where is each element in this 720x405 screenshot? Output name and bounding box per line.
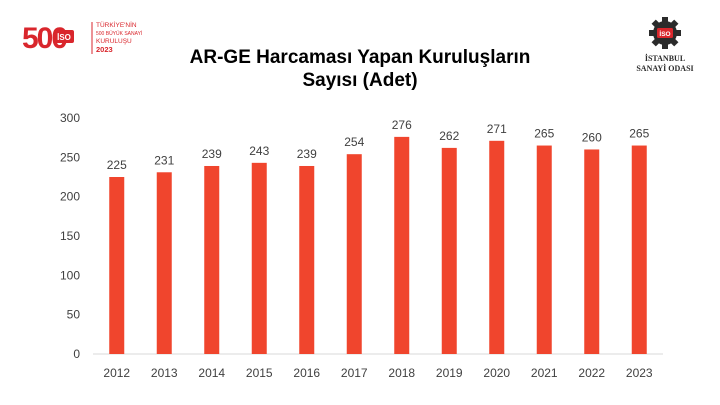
x-tick-label-2017: 2017 bbox=[341, 366, 368, 380]
x-tick-label-2013: 2013 bbox=[151, 366, 178, 380]
chart-title-line-1: AR-GE Harcaması Yapan Kuruluşların bbox=[189, 47, 531, 68]
x-axis-ticks: 2012 2013 2014 2015 2016 2017 2018 2019 2020 2021… bbox=[103, 366, 653, 380]
y-tick-label: 300 bbox=[60, 111, 80, 125]
x-tick-label-2015: 2015 bbox=[246, 366, 273, 380]
y-axis-ticks: 0 50 100 150 200 250 300 bbox=[60, 111, 80, 361]
y-tick-label: 200 bbox=[60, 190, 80, 204]
logo-500-year: 2023 bbox=[96, 45, 113, 54]
logo-iso-line-2: SANAYİ ODASI bbox=[636, 63, 693, 73]
y-tick-label: 100 bbox=[60, 268, 80, 282]
y-tick-label: 150 bbox=[60, 229, 80, 243]
bar-2012 bbox=[109, 177, 125, 354]
bar-2013 bbox=[156, 172, 172, 354]
bar-2014 bbox=[204, 165, 220, 354]
logo-500-line-3: KURULUŞU bbox=[96, 38, 132, 45]
bar-2022 bbox=[584, 149, 600, 354]
chart-title: AR-GE Harcaması Yapan Kuruluşların Sayıs… bbox=[130, 46, 590, 92]
brand-logo-500: 500 İSO TÜRKİYE'NİN 500 BÜYÜK SANAYİ KUR… bbox=[22, 18, 147, 58]
y-tick-label: 0 bbox=[73, 347, 80, 361]
bar-2015 bbox=[251, 162, 267, 354]
data-label-2020: 271 bbox=[487, 122, 507, 136]
x-tick-label-2021: 2021 bbox=[531, 366, 558, 380]
data-label-2016: 239 bbox=[297, 147, 317, 161]
x-tick-label-2023: 2023 bbox=[626, 366, 653, 380]
data-label-2013: 231 bbox=[154, 153, 174, 167]
chart-title-line-2: Sayısı (Adet) bbox=[302, 70, 418, 91]
x-tick-label-2018: 2018 bbox=[388, 366, 415, 380]
data-label-2018: 276 bbox=[392, 118, 412, 132]
data-label-2019: 262 bbox=[439, 129, 459, 143]
bar-2017 bbox=[346, 154, 362, 354]
logo-500-line-2: 500 BÜYÜK SANAYİ bbox=[96, 30, 142, 37]
data-label-2014: 239 bbox=[202, 147, 222, 161]
logo-500-line-1: TÜRKİYE'NİN bbox=[96, 20, 137, 29]
data-label-2022: 260 bbox=[582, 130, 602, 144]
bar-2020 bbox=[489, 140, 505, 354]
brand-logo-iso: İSO İSTANBUL SANAYİ ODASI bbox=[626, 14, 704, 76]
x-tick-label-2020: 2020 bbox=[483, 366, 510, 380]
logo-500-badge: İSO bbox=[57, 33, 71, 42]
data-labels: 225 231 239 243 239 254 276 262 271 265 260 265 bbox=[107, 118, 650, 172]
x-tick-label-2014: 2014 bbox=[198, 366, 225, 380]
data-label-2012: 225 bbox=[107, 158, 127, 172]
y-tick-label: 50 bbox=[67, 308, 81, 322]
data-label-2021: 265 bbox=[534, 127, 554, 141]
data-label-2015: 243 bbox=[249, 144, 269, 158]
bar-2023 bbox=[631, 145, 647, 354]
data-label-2023: 265 bbox=[629, 127, 649, 141]
logo-500-badge-box bbox=[54, 30, 74, 43]
bar-2019 bbox=[441, 147, 457, 354]
bar-2016 bbox=[299, 165, 315, 354]
x-tick-label-2022: 2022 bbox=[578, 366, 605, 380]
bar-2018 bbox=[394, 136, 410, 354]
x-tick-label-2019: 2019 bbox=[436, 366, 463, 380]
logo-iso-line-1: İSTANBUL bbox=[645, 53, 685, 63]
bar-series bbox=[109, 136, 647, 354]
x-tick-label-2012: 2012 bbox=[103, 366, 130, 380]
x-tick-label-2016: 2016 bbox=[293, 366, 320, 380]
bar-2021 bbox=[536, 145, 552, 354]
y-tick-label: 250 bbox=[60, 150, 80, 164]
logo-iso-badge: İSO bbox=[659, 30, 670, 38]
data-label-2017: 254 bbox=[344, 135, 364, 149]
